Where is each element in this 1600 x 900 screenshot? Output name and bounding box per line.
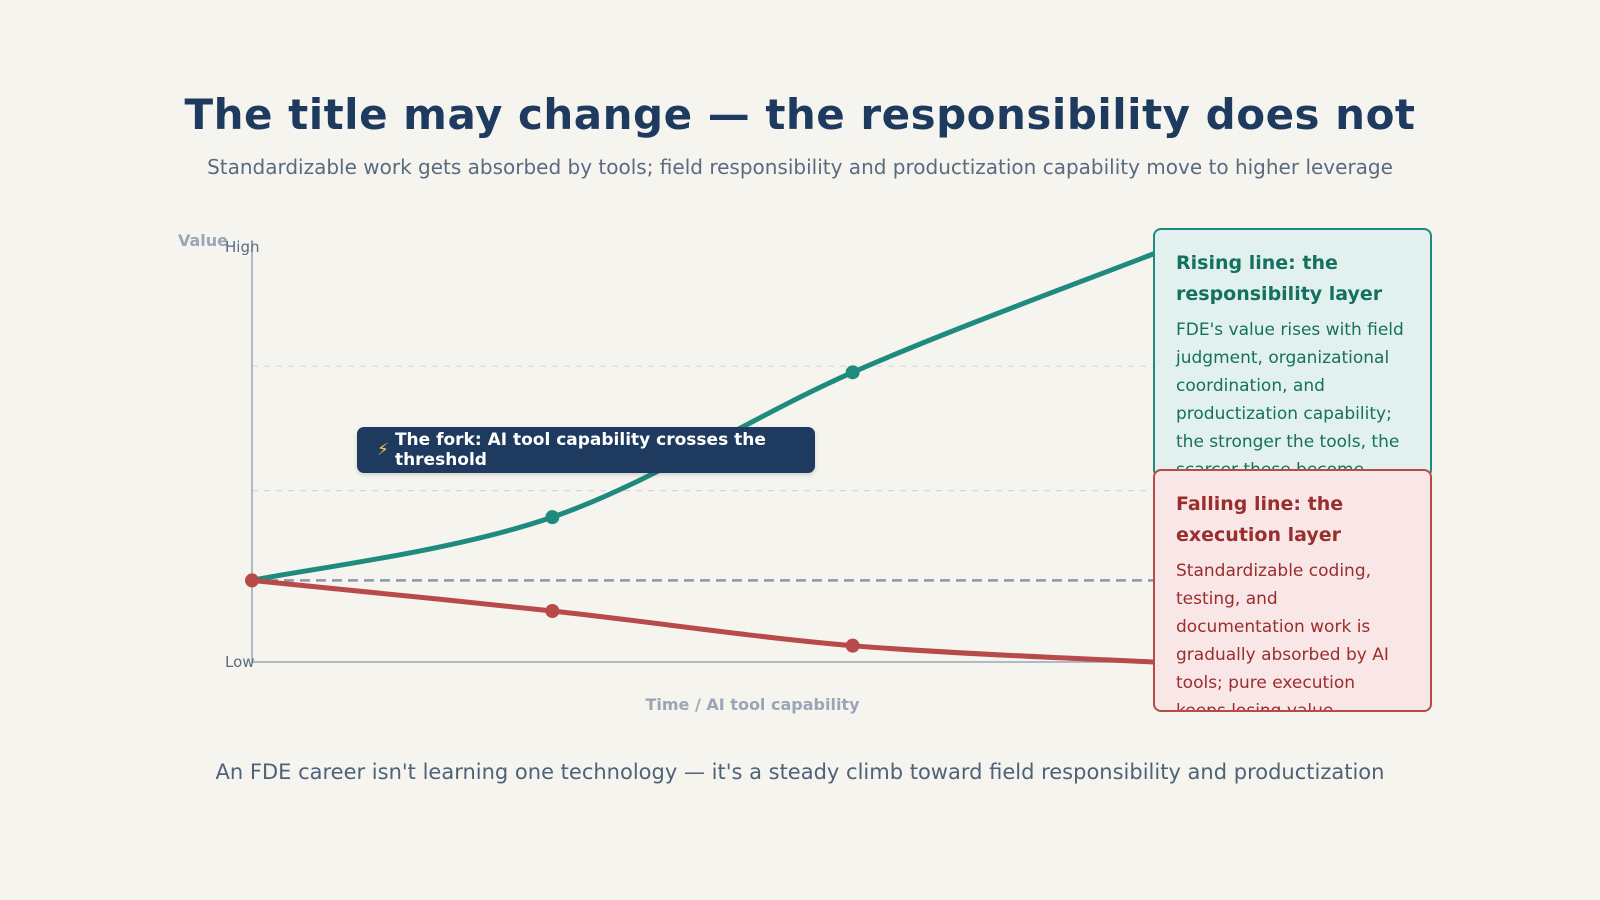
falling-series-point-0 — [245, 573, 259, 588]
falling-series-line — [249, 577, 1156, 665]
page-title: The title may change — the responsibilit… — [184, 90, 1416, 139]
footer-caption: An FDE career isn't learning one technol… — [215, 760, 1385, 784]
falling-line-title: Falling line: the execution layer — [1176, 493, 1344, 546]
falling-line-box: Falling line: the execution layer Standa… — [1153, 469, 1432, 712]
page-subtitle: Standardizable work gets absorbed by too… — [207, 155, 1393, 179]
rising-series-point-1 — [545, 510, 560, 525]
falling-series-point-1 — [545, 604, 560, 618]
rising-line-title: Rising line: the responsibility layer — [1176, 252, 1383, 305]
rising-series-line — [249, 251, 1156, 583]
y-tick-high: High — [225, 238, 259, 256]
falling-series-point-2 — [845, 638, 860, 653]
x-axis-label: Time / AI tool capability — [645, 695, 860, 714]
y-tick-low: Low — [225, 653, 255, 671]
rising-line-box: Rising line: the responsibility layer FD… — [1153, 228, 1432, 478]
y-axis-label: Value — [178, 231, 228, 250]
fork-callout-label: The fork: AI tool capability crosses the… — [394, 430, 766, 470]
rising-series-point-2 — [845, 365, 860, 380]
falling-line-body: Standardizable coding, testing, and docu… — [1176, 561, 1389, 712]
fork-callout: ⚡ The fork: AI tool capability crosses t… — [357, 427, 815, 473]
rising-line-body: FDE's value rises with field judgment, o… — [1176, 320, 1404, 476]
lightning-bolt-icon: ⚡ — [377, 440, 389, 460]
